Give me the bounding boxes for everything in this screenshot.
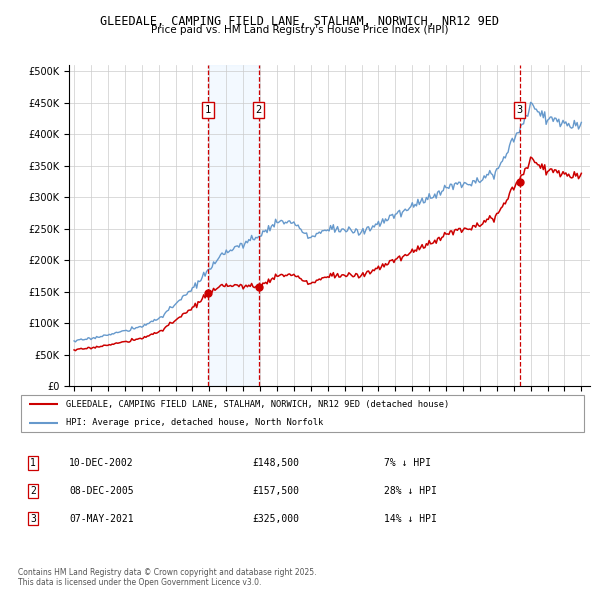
Text: 1: 1 <box>30 458 36 468</box>
Bar <box>208 65 259 386</box>
Text: 10-DEC-2002: 10-DEC-2002 <box>69 458 134 468</box>
Text: 7% ↓ HPI: 7% ↓ HPI <box>384 458 431 468</box>
Text: 28% ↓ HPI: 28% ↓ HPI <box>384 486 437 496</box>
FancyBboxPatch shape <box>21 395 584 432</box>
Text: Price paid vs. HM Land Registry's House Price Index (HPI): Price paid vs. HM Land Registry's House … <box>151 25 449 35</box>
Text: Contains HM Land Registry data © Crown copyright and database right 2025.
This d: Contains HM Land Registry data © Crown c… <box>18 568 317 587</box>
Text: 1: 1 <box>205 105 211 115</box>
Text: 3: 3 <box>517 105 523 115</box>
Text: £148,500: £148,500 <box>252 458 299 468</box>
Text: 2: 2 <box>30 486 36 496</box>
Text: 3: 3 <box>30 514 36 523</box>
Text: 2: 2 <box>256 105 262 115</box>
Text: 14% ↓ HPI: 14% ↓ HPI <box>384 514 437 523</box>
Text: 08-DEC-2005: 08-DEC-2005 <box>69 486 134 496</box>
Text: GLEEDALE, CAMPING FIELD LANE, STALHAM, NORWICH, NR12 9ED: GLEEDALE, CAMPING FIELD LANE, STALHAM, N… <box>101 15 499 28</box>
Text: 07-MAY-2021: 07-MAY-2021 <box>69 514 134 523</box>
Text: HPI: Average price, detached house, North Norfolk: HPI: Average price, detached house, Nort… <box>67 418 324 427</box>
Text: £157,500: £157,500 <box>252 486 299 496</box>
Text: GLEEDALE, CAMPING FIELD LANE, STALHAM, NORWICH, NR12 9ED (detached house): GLEEDALE, CAMPING FIELD LANE, STALHAM, N… <box>67 400 450 409</box>
Text: £325,000: £325,000 <box>252 514 299 523</box>
